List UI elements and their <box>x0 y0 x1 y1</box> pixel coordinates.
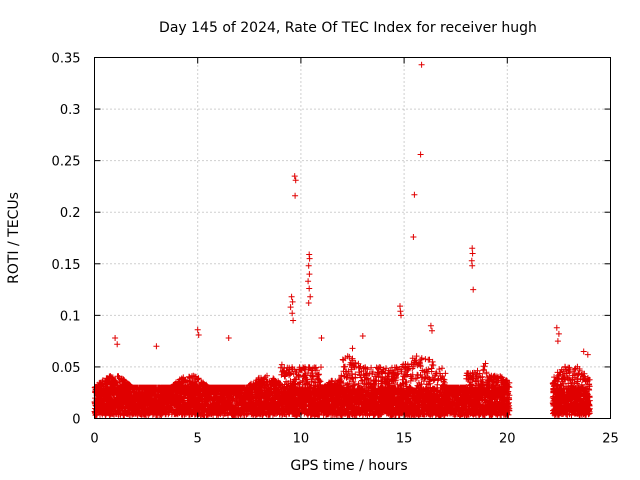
ticks: 0 5 10 15 20 25 0 0.05 0.1 0.15 0.2 0.25 0.3 0.35 <box>52 52 619 447</box>
y-tick-label: 0.35 <box>52 52 81 67</box>
grid <box>94 57 611 419</box>
y-tick-label: 0.05 <box>52 361 81 376</box>
y-tick-label: 0.25 <box>52 155 81 170</box>
y-tick-label: 0 <box>72 413 80 428</box>
y-tick-label: 0.3 <box>60 103 81 118</box>
x-tick-label: 10 <box>293 432 310 447</box>
x-tick-label: 0 <box>90 432 98 447</box>
y-tick-label: 0.2 <box>60 206 81 221</box>
y-tick-label: 0.1 <box>60 309 81 324</box>
x-tick-label: 25 <box>602 432 619 447</box>
plot-frame <box>94 57 611 419</box>
x-tick-label: 15 <box>396 432 413 447</box>
y-axis-label: ROTI / TECUs <box>6 192 22 284</box>
x-axis-label: GPS time / hours <box>290 458 407 474</box>
y-tick-label: 0.15 <box>52 258 81 273</box>
chart-title: Day 145 of 2024, Rate Of TEC Index for r… <box>159 20 537 36</box>
x-tick-label: 5 <box>194 432 202 447</box>
x-tick-label: 20 <box>499 432 516 447</box>
